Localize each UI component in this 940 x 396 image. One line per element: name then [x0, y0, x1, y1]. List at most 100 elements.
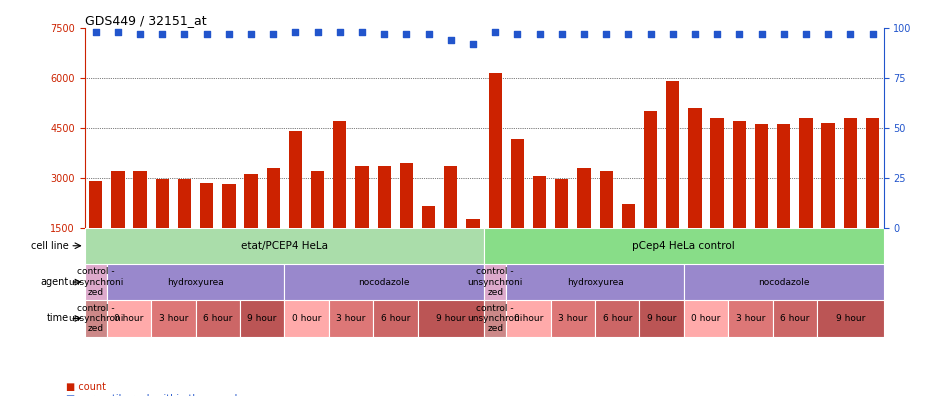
Point [710, 30, 725, 37]
Point [776, 30, 791, 37]
Point [599, 30, 614, 37]
Bar [422, 206, 435, 278]
Bar [284, 264, 484, 300]
Text: 9 hour: 9 hour [836, 314, 865, 323]
Bar [644, 111, 657, 278]
Point [798, 30, 813, 37]
Bar [600, 171, 613, 278]
Point [732, 30, 747, 37]
Point [243, 30, 258, 37]
Bar [484, 228, 884, 264]
Bar [267, 168, 280, 278]
Bar [683, 264, 884, 300]
Point [377, 30, 392, 37]
Bar [688, 108, 701, 278]
Bar [133, 171, 147, 278]
Bar [755, 124, 768, 278]
Text: hydroxyurea: hydroxyurea [567, 278, 623, 287]
Text: cell line: cell line [31, 241, 69, 251]
Bar [85, 264, 107, 300]
Text: 9 hour: 9 hour [647, 314, 677, 323]
Bar [89, 181, 102, 278]
Text: control -
unsynchroni
zed: control - unsynchroni zed [467, 267, 523, 297]
Point [177, 30, 192, 37]
Bar [817, 300, 884, 337]
Point [555, 30, 570, 37]
Bar [240, 300, 284, 337]
Point [354, 29, 369, 35]
Text: 0 hour: 0 hour [291, 314, 321, 323]
Bar [683, 300, 728, 337]
Point [199, 30, 214, 37]
Point [266, 30, 281, 37]
Text: control -
unsynchroni
zed: control - unsynchroni zed [68, 303, 123, 333]
Text: ■ count: ■ count [66, 382, 106, 392]
Text: 3 hour: 3 hour [337, 314, 366, 323]
Text: 9 hour: 9 hour [436, 314, 465, 323]
Bar [373, 300, 417, 337]
Point [488, 29, 503, 35]
Text: control -
unsynchroni
zed: control - unsynchroni zed [467, 303, 523, 333]
Text: 6 hour: 6 hour [780, 314, 809, 323]
Bar [466, 219, 479, 278]
Bar [107, 264, 284, 300]
Bar [85, 228, 484, 264]
Text: agent: agent [40, 277, 69, 287]
Bar [866, 118, 879, 278]
Point [444, 36, 459, 43]
Text: control -
unsynchroni
zed: control - unsynchroni zed [68, 267, 123, 297]
Bar [666, 81, 680, 278]
Text: 6 hour: 6 hour [381, 314, 410, 323]
Bar [400, 163, 413, 278]
Text: 3 hour: 3 hour [558, 314, 588, 323]
Bar [595, 300, 639, 337]
Bar [799, 118, 812, 278]
Text: hydroxyurea: hydroxyurea [167, 278, 224, 287]
Text: pCep4 HeLa control: pCep4 HeLa control [633, 241, 735, 251]
Point [399, 30, 414, 37]
Bar [151, 300, 196, 337]
Bar [178, 179, 191, 278]
Bar [417, 300, 484, 337]
Point [754, 30, 769, 37]
Bar [329, 300, 373, 337]
Point [532, 30, 547, 37]
Bar [222, 184, 236, 278]
Point [133, 30, 148, 37]
Text: time: time [46, 313, 69, 324]
Text: 9 hour: 9 hour [247, 314, 277, 323]
Point [465, 40, 480, 47]
Bar [85, 300, 107, 337]
Bar [289, 131, 302, 278]
Bar [556, 179, 569, 278]
Bar [111, 171, 124, 278]
Point [155, 30, 170, 37]
Point [687, 30, 702, 37]
Point [843, 30, 858, 37]
Point [288, 29, 303, 35]
Bar [728, 300, 773, 337]
Point [88, 29, 103, 35]
Text: ■ percentile rank within the sample: ■ percentile rank within the sample [66, 394, 243, 396]
Point [333, 29, 348, 35]
Point [310, 29, 325, 35]
Bar [510, 139, 524, 278]
Bar [533, 176, 546, 278]
Bar [577, 168, 590, 278]
Bar [196, 300, 240, 337]
Bar [732, 121, 746, 278]
Point [821, 30, 836, 37]
Bar [551, 300, 595, 337]
Point [666, 30, 681, 37]
Bar [843, 118, 857, 278]
Point [865, 30, 880, 37]
Point [110, 29, 125, 35]
Point [509, 30, 525, 37]
Bar [639, 300, 683, 337]
Text: 0 hour: 0 hour [691, 314, 721, 323]
Point [576, 30, 591, 37]
Bar [244, 174, 258, 278]
Text: nocodazole: nocodazole [358, 278, 410, 287]
Bar [333, 121, 347, 278]
Bar [107, 300, 151, 337]
